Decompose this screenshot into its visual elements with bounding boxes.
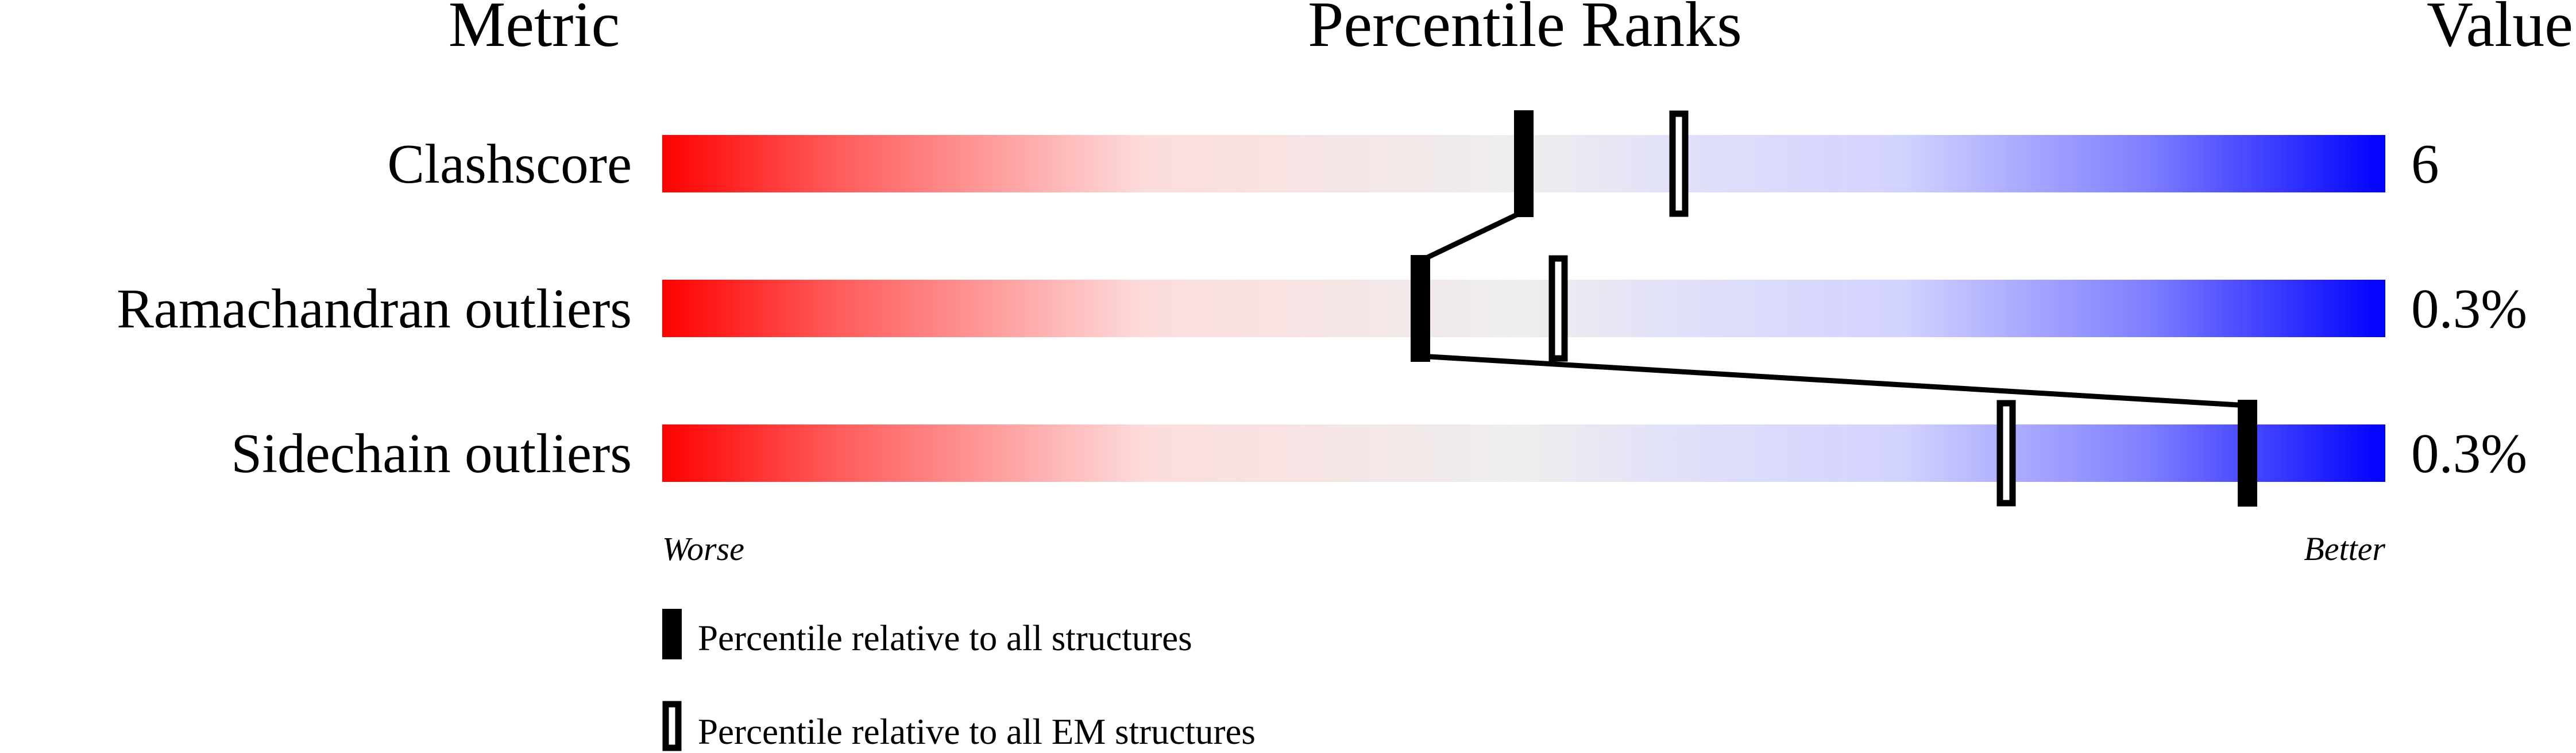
legend-filled-marker-icon xyxy=(662,609,682,659)
percentile-bar xyxy=(662,424,2385,482)
all-percentile-marker xyxy=(1514,110,1534,217)
em-percentile-marker xyxy=(1996,400,2016,507)
worse-label: Worse xyxy=(662,530,744,567)
metric-value: 6 xyxy=(2411,133,2439,195)
metric-label: Sidechain outliers xyxy=(231,423,632,484)
better-label: Better xyxy=(2304,530,2385,567)
metric-value: 0.3% xyxy=(2411,423,2527,484)
legend-open-marker-icon xyxy=(662,701,682,751)
legend-label-all: Percentile relative to all structures xyxy=(698,618,1192,658)
metric-label: Ramachandran outliers xyxy=(117,278,632,339)
connector-line xyxy=(1419,208,1525,264)
percentile-bar xyxy=(662,280,2385,337)
header-percentile-ranks: Percentile Ranks xyxy=(1308,0,1742,60)
all-percentile-marker xyxy=(2238,400,2257,507)
legend-label-em: Percentile relative to all EM structures xyxy=(698,712,1256,752)
em-percentile-marker xyxy=(1548,255,1568,362)
connector-line xyxy=(1420,353,2248,408)
metric-value: 0.3% xyxy=(2411,278,2527,339)
em-percentile-marker xyxy=(1669,110,1689,217)
header-metric: Metric xyxy=(449,0,620,60)
all-percentile-marker xyxy=(1411,255,1430,362)
metric-label: Clashscore xyxy=(387,133,632,195)
header-value: Value xyxy=(2427,0,2573,60)
